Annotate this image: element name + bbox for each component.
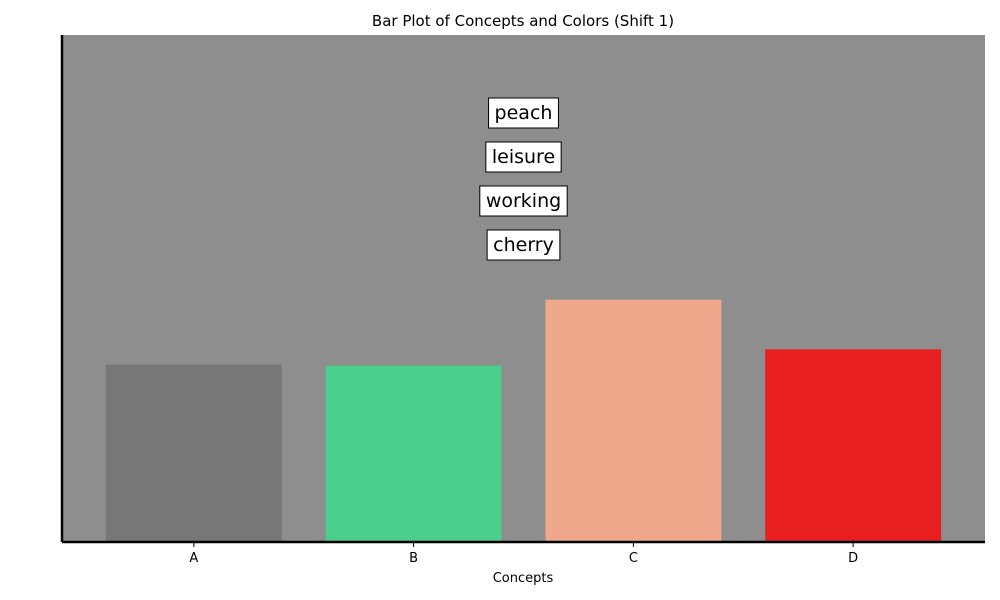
x-tick-label-d: D [848, 551, 858, 566]
annotation-leisure: leisure [485, 141, 562, 173]
bar-d [765, 349, 942, 542]
annotation-box [486, 229, 561, 261]
annotation-peach: peach [488, 97, 559, 129]
annotation-box [479, 185, 568, 217]
annotation-text: cherry [493, 234, 554, 256]
annotation-text: leisure [492, 146, 555, 168]
x-axis-label: Concepts [493, 571, 554, 586]
bar-b [325, 365, 502, 542]
x-tick-label-b: B [409, 551, 418, 566]
annotation-working: working [479, 185, 568, 217]
bar-a [105, 364, 282, 542]
x-tick-label-a: A [189, 551, 198, 566]
chart-title: Bar Plot of Concepts and Colors (Shift 1… [372, 12, 674, 30]
bar-c [545, 299, 722, 542]
annotation-box [485, 141, 562, 173]
x-tick-label-c: C [629, 551, 638, 566]
annotation-text: working [486, 190, 561, 212]
annotation-cherry: cherry [486, 229, 561, 261]
annotation-box [488, 97, 559, 129]
annotation-text: peach [495, 102, 553, 124]
